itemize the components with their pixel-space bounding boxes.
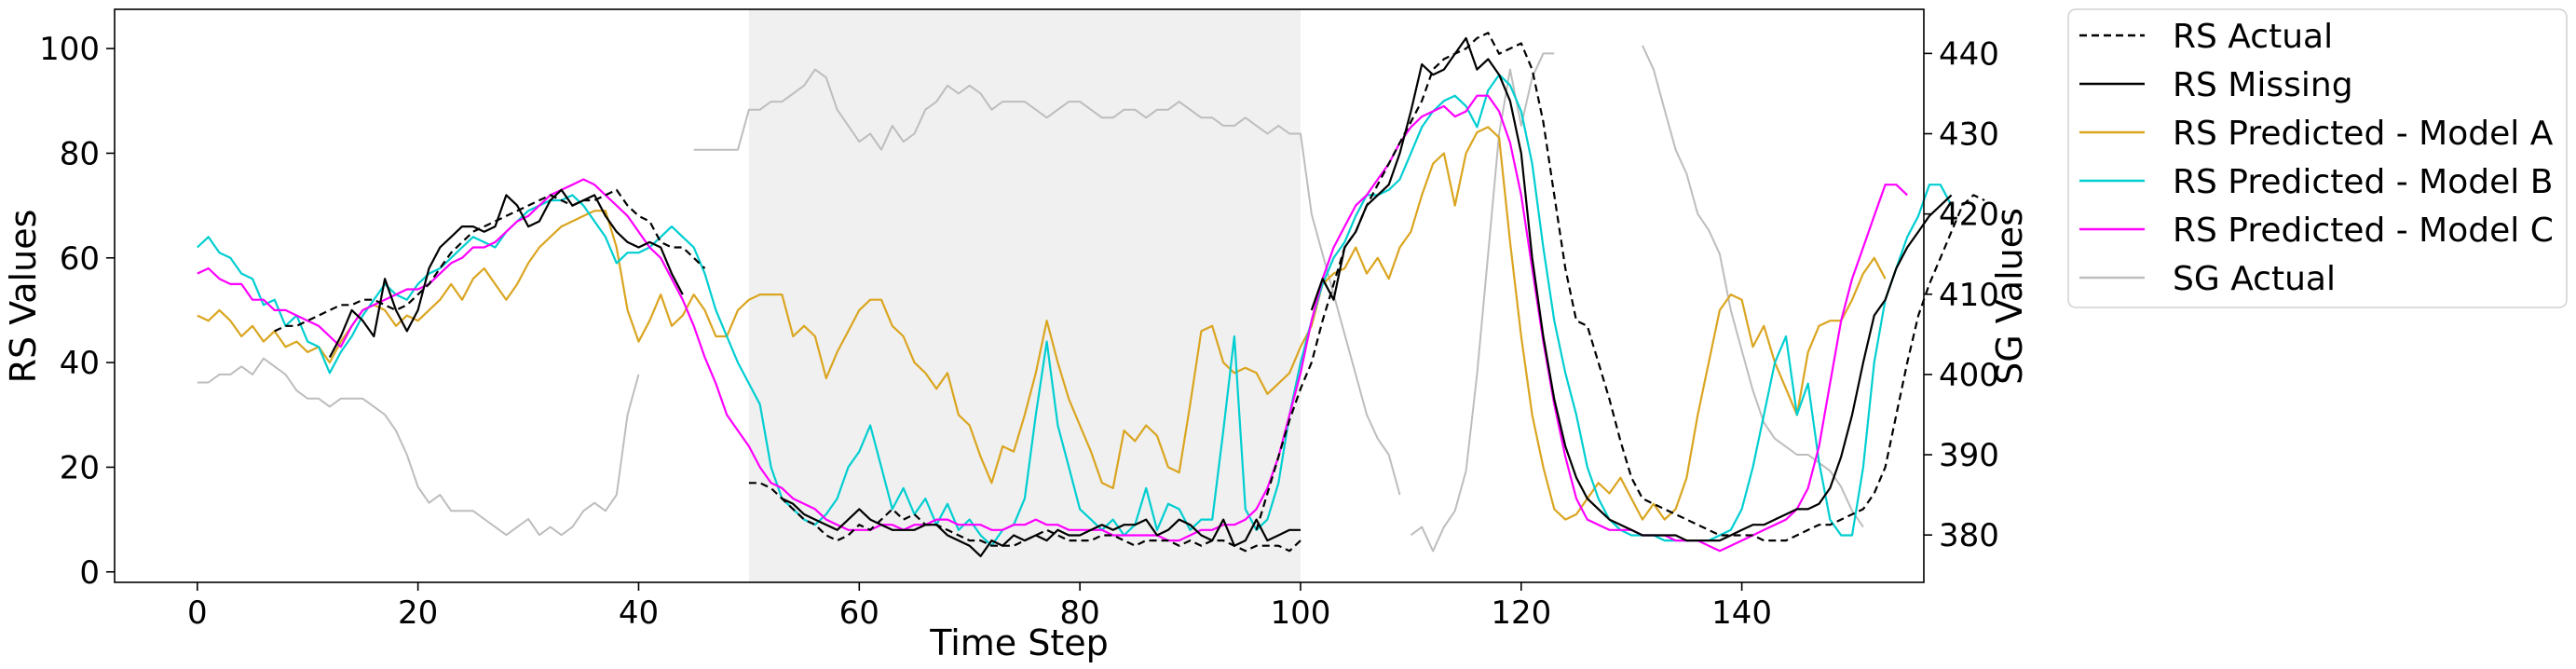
legend-label: SG Actual [2173, 260, 2336, 298]
plot-frame [114, 8, 1925, 583]
series-line-rs-missing-segment-1 [328, 188, 684, 359]
series-line-sg-actual-segment-1 [197, 357, 640, 537]
series-line-rs-actual-segment-1 [274, 188, 706, 333]
legend-label: RS Missing [2173, 66, 2353, 104]
y2-axis-label: SG Values [1989, 208, 2030, 385]
y2-tick-label: 410 [1939, 277, 1999, 314]
x-tick-label: 80 [1059, 594, 1099, 632]
series-line-sg-actual-segment-3 [1410, 52, 1555, 553]
series-line-rs-missing-segment-3 [1310, 36, 1953, 542]
series-layer [197, 32, 1985, 558]
x-tick-label: 100 [1271, 594, 1331, 632]
legend-label: RS Actual [2173, 18, 2333, 56]
y2-tick-label: 440 [1939, 35, 1999, 73]
legend-label: RS Predicted - Model C [2173, 212, 2554, 250]
series-line-rs-actual-segment-3 [1255, 32, 1985, 542]
x-tick-label: 60 [839, 594, 879, 632]
x-tick-label: 120 [1491, 594, 1551, 632]
x-axis: 0 20 40 60 80 100 120 140 [187, 582, 1772, 632]
y-axis-right: 380 390 400 410 420 430 440 [1924, 35, 1999, 554]
y2-tick-label: 380 [1939, 517, 1999, 554]
y-axis-label: RS Values [3, 210, 44, 384]
legend-box [2067, 8, 2568, 308]
series-line-rs-predicted-model-c-segment-1 [197, 94, 1908, 553]
y-tick-label: 60 [60, 240, 100, 278]
y2-tick-label: 390 [1939, 437, 1999, 474]
x-tick-label: 140 [1711, 594, 1772, 632]
y2-tick-label: 430 [1939, 116, 1999, 154]
y-axis-left: 0 20 40 60 80 100 [39, 31, 115, 592]
y-tick-label: 40 [60, 345, 100, 382]
series-line-sg-actual-segment-2 [693, 68, 1401, 496]
x-tick-label: 0 [187, 594, 208, 632]
y2-tick-label: 400 [1939, 357, 1999, 394]
y-tick-label: 100 [39, 31, 100, 68]
series-line-rs-actual-segment-2 [748, 482, 1302, 553]
x-axis-label: Time Step [929, 622, 1109, 663]
series-line-sg-actual-segment-4 [1642, 45, 1864, 528]
legend-label: RS Predicted - Model A [2173, 115, 2554, 153]
series-line-rs-missing-segment-2 [781, 498, 1301, 558]
y2-tick-label: 420 [1939, 197, 1999, 234]
y-tick-label: 80 [60, 135, 100, 172]
legend: RS Actual RS Missing RS Predicted - Model … [2067, 8, 2568, 308]
legend-label: RS Predicted - Model B [2173, 163, 2553, 201]
series-line-rs-predicted-model-a-segment-1 [197, 126, 1887, 521]
y-tick-label: 20 [60, 449, 100, 486]
y-tick-label: 0 [79, 554, 100, 592]
x-tick-label: 20 [398, 594, 438, 632]
x-tick-label: 40 [619, 594, 659, 632]
